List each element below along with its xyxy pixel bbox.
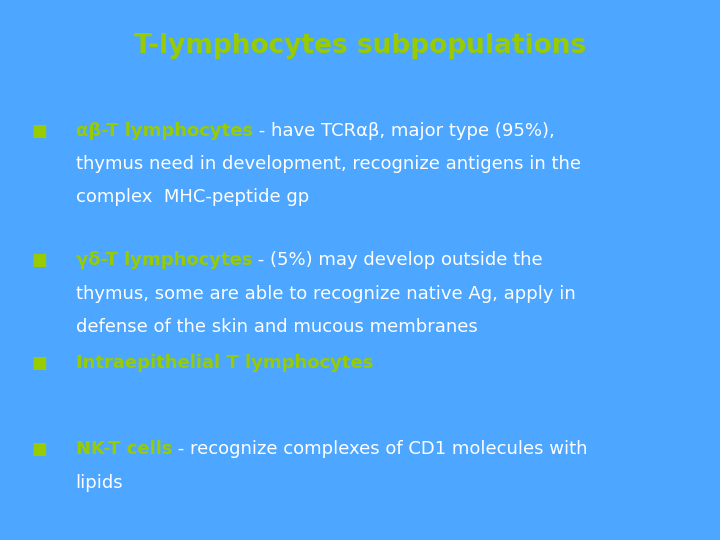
Text: ■: ■ (32, 122, 48, 139)
Text: - (5%) may develop outside the: - (5%) may develop outside the (252, 251, 543, 269)
Text: ■: ■ (32, 354, 48, 372)
Text: thymus, some are able to recognize native Ag, apply in: thymus, some are able to recognize nativ… (76, 285, 575, 302)
Text: complex  MHC-peptide gp: complex MHC-peptide gp (76, 188, 309, 206)
Text: lipids: lipids (76, 474, 123, 491)
Text: NK-T cells: NK-T cells (76, 440, 172, 458)
Text: ■: ■ (32, 440, 48, 458)
Text: T-lymphocytes subpopulations: T-lymphocytes subpopulations (134, 33, 586, 59)
Text: αβ-T lymphocytes: αβ-T lymphocytes (76, 122, 253, 139)
Text: ■: ■ (32, 251, 48, 269)
Text: - recognize complexes of CD1 molecules with: - recognize complexes of CD1 molecules w… (172, 440, 588, 458)
Text: Intraepithelial T lymphocytes: Intraepithelial T lymphocytes (76, 354, 373, 372)
Text: - have TCRαβ, major type (95%),: - have TCRαβ, major type (95%), (253, 122, 554, 139)
Text: γδ-T lymphocytes: γδ-T lymphocytes (76, 251, 252, 269)
Text: thymus need in development, recognize antigens in the: thymus need in development, recognize an… (76, 155, 580, 173)
Text: defense of the skin and mucous membranes: defense of the skin and mucous membranes (76, 318, 477, 336)
